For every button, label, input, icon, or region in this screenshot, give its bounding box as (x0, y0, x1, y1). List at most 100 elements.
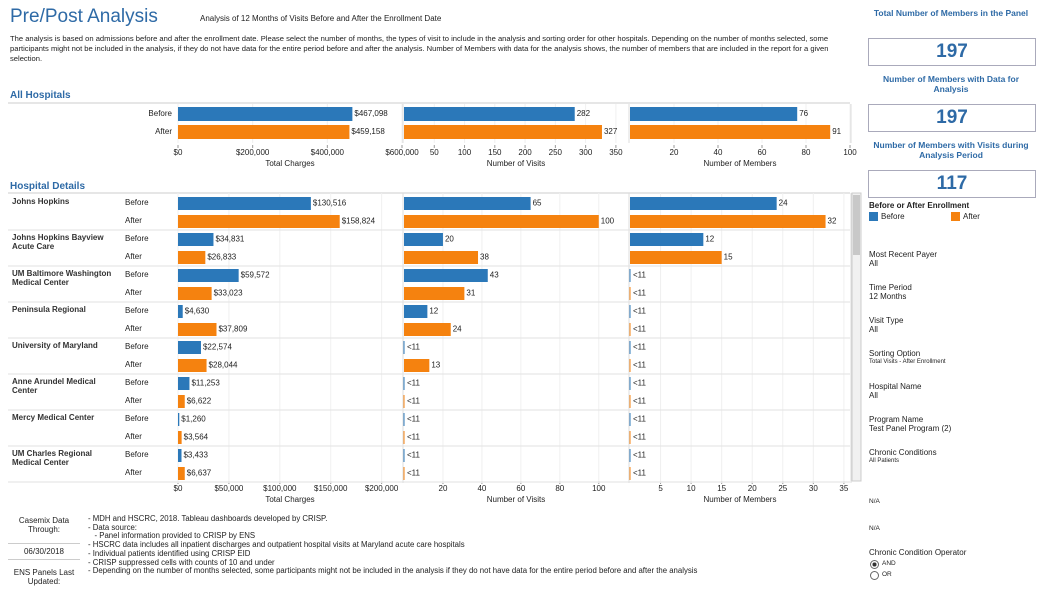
radio-label: AND (882, 560, 896, 567)
bar (178, 467, 185, 480)
radio[interactable] (870, 560, 879, 569)
notes: - MDH and HSCRC, 2018. Tableau dashboard… (88, 514, 698, 576)
x-tick-label: 30 (809, 484, 818, 493)
bar (178, 215, 340, 228)
axis-title: Number of Members (704, 495, 777, 504)
x-tick-label: $400,000 (311, 148, 345, 157)
value-label: 15 (724, 253, 733, 262)
bar (404, 107, 575, 121)
bar (630, 233, 704, 246)
bar (178, 287, 212, 300)
axis-title: Number of Visits (487, 495, 546, 504)
bar (178, 323, 217, 336)
value-label: 282 (577, 109, 591, 118)
scroll-thumb (853, 195, 860, 255)
x-tick-label: 20 (439, 484, 448, 493)
casemix-label: Casemix Data Through: (18, 516, 70, 534)
axis-title: Number of Visits (487, 159, 546, 168)
legend-swatch (869, 212, 878, 221)
value-label: $59,572 (241, 271, 270, 280)
filter-label: Sorting Option (869, 349, 921, 358)
value-label: <11 (633, 379, 647, 388)
value-label: <11 (633, 325, 647, 334)
value-label: <11 (633, 433, 647, 442)
row-label: Before (125, 198, 149, 207)
filter-label: Chronic Conditions (869, 448, 937, 457)
bar (404, 197, 531, 210)
value-label: 12 (705, 235, 714, 244)
kpi-label: Number of Members with Data for Analysis (882, 74, 1020, 94)
filter-value: Test Panel Program (2) (869, 424, 952, 433)
filter-label: Most Recent Payer (869, 250, 938, 259)
hospital-name: Johns Hopkins Bayview Acute Care (12, 233, 104, 251)
bar (178, 359, 207, 372)
kpi-label: Number of Members with Visits during Ana… (873, 140, 1029, 160)
bar (178, 305, 183, 318)
bar (630, 125, 831, 139)
value-label: 13 (431, 361, 440, 370)
note: - Panel information provided to CRISP by… (88, 531, 256, 541)
value-label: $34,831 (215, 235, 244, 244)
section-title: Hospital Details (10, 181, 86, 192)
na-value: N/A (869, 525, 880, 532)
hospital-name: Mercy Medical Center (12, 413, 95, 422)
value-label: $3,564 (184, 433, 209, 442)
bar (404, 359, 430, 372)
bar (630, 215, 826, 228)
note: - Individual patients identified using C… (88, 548, 251, 558)
radio[interactable] (870, 571, 879, 580)
x-tick-label: $0 (174, 148, 183, 157)
x-tick-label: 60 (758, 148, 767, 157)
x-tick-label: 80 (802, 148, 811, 157)
x-tick-label: 100 (843, 148, 857, 157)
value-label: <11 (633, 361, 647, 370)
value-label: $6,622 (187, 397, 212, 406)
row-label: Before (125, 234, 149, 243)
subtitle: Analysis of 12 Months of Visits Before a… (200, 14, 442, 23)
value-label: $11,253 (191, 379, 220, 388)
value-label: 91 (832, 127, 841, 136)
value-label: 24 (453, 325, 462, 334)
hospital-name: University of Maryland (12, 341, 98, 350)
x-tick-label: $50,000 (214, 484, 243, 493)
x-tick-label: 200 (518, 148, 532, 157)
bar (630, 107, 798, 121)
value-label: <11 (633, 271, 647, 280)
section-title: All Hospitals (10, 90, 71, 101)
value-label: <11 (407, 379, 421, 388)
value-label: <11 (633, 469, 647, 478)
x-tick-label: $0 (174, 484, 183, 493)
bar (630, 251, 722, 264)
bar (404, 125, 602, 139)
value-label: 12 (429, 307, 438, 316)
value-label: $459,158 (351, 127, 385, 136)
row-label: After (125, 252, 142, 261)
value-label: $28,044 (209, 361, 238, 370)
x-tick-label: 350 (609, 148, 623, 157)
filter-value: All Patients (869, 458, 900, 464)
value-label: <11 (407, 415, 421, 424)
radio-label: OR (882, 571, 892, 578)
casemix-date: 06/30/2018 (8, 543, 80, 560)
description: The analysis is based on admissions befo… (10, 34, 829, 63)
value-label: <11 (633, 289, 647, 298)
operator-label: Chronic Condition Operator (869, 548, 967, 557)
bar (178, 431, 182, 444)
value-label: <11 (407, 397, 421, 406)
row-label: After (125, 396, 142, 405)
filter-label: Time Period (869, 283, 912, 292)
x-tick-label: 60 (516, 484, 525, 493)
bar (178, 233, 214, 246)
x-tick-label: 40 (714, 148, 723, 157)
bar (178, 107, 353, 121)
filter-label: Program Name (869, 415, 924, 424)
value-label: <11 (407, 469, 421, 478)
filter-value: All (869, 325, 878, 334)
bar (178, 197, 311, 210)
value-label: $3,433 (183, 451, 208, 460)
note: - Depending on the number of months sele… (88, 566, 698, 576)
bar (404, 251, 479, 264)
kpi-value: 197 (868, 104, 1036, 132)
x-tick-label: 5 (658, 484, 663, 493)
row-label: After (155, 127, 172, 136)
